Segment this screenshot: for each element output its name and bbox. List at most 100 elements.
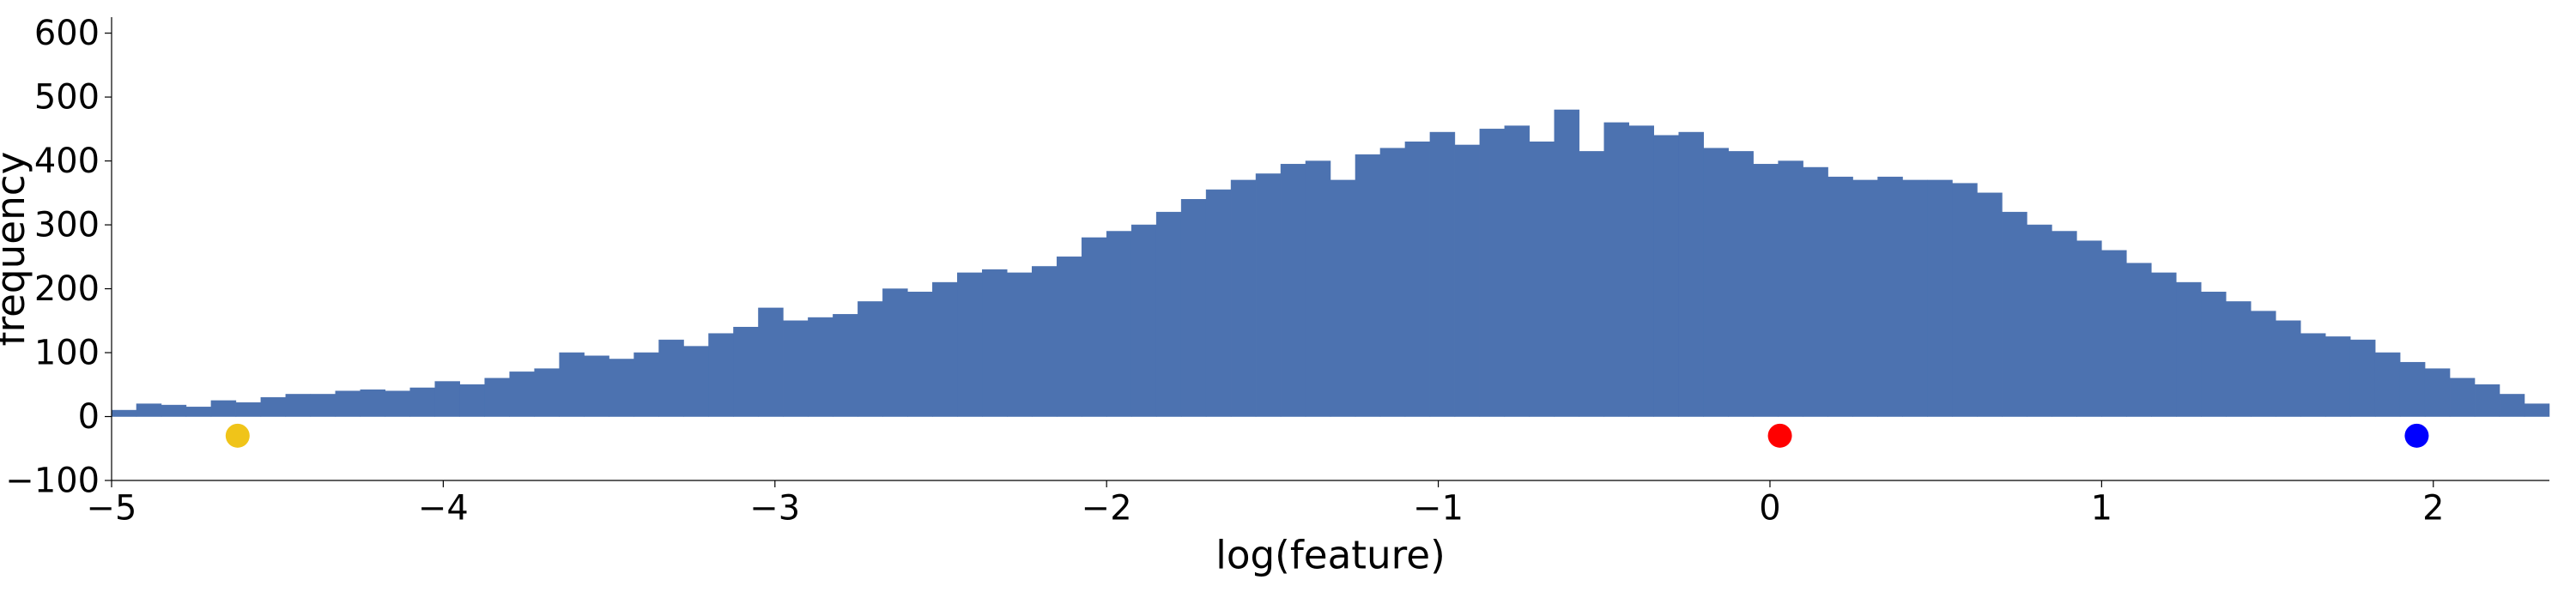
- histogram-bar: [336, 391, 361, 417]
- histogram-bar: [609, 359, 634, 416]
- histogram-bar: [833, 314, 858, 416]
- histogram-bar: [1579, 151, 1604, 416]
- histogram-bar: [1754, 164, 1779, 416]
- histogram-bar: [1977, 193, 2002, 417]
- histogram-bar: [808, 317, 833, 416]
- histogram-bar: [1355, 154, 1380, 416]
- chart-svg: −5−4−3−2−1012log(feature)−10001002003004…: [0, 0, 2576, 604]
- histogram-bar: [1729, 151, 1754, 416]
- histogram-bar: [435, 382, 460, 417]
- x-tick-label: 1: [2091, 489, 2112, 528]
- histogram-bar: [1903, 180, 1928, 417]
- histogram-bar: [2201, 292, 2226, 416]
- histogram-bar: [2375, 353, 2400, 416]
- y-tick-label: 200: [34, 269, 100, 309]
- histogram-bar: [535, 369, 560, 417]
- y-tick-label: 0: [78, 397, 100, 437]
- histogram-bar: [2276, 321, 2300, 417]
- histogram-bar: [1928, 180, 1953, 417]
- histogram-bar: [1106, 232, 1131, 417]
- histogram-bar: [1803, 167, 1828, 416]
- histogram-bar: [684, 347, 709, 417]
- histogram-bar: [1007, 273, 1032, 417]
- histogram-bar: [1380, 148, 1405, 417]
- histogram-bar: [1779, 161, 1803, 417]
- histogram-bar: [236, 402, 261, 416]
- marker-red: [1768, 424, 1792, 448]
- y-axis-label: frequency: [0, 152, 33, 347]
- y-tick-label: 600: [34, 14, 100, 53]
- histogram-bar: [112, 410, 136, 416]
- histogram-bar: [485, 378, 510, 417]
- histogram-bar: [982, 269, 1007, 416]
- histogram-bar: [907, 292, 932, 416]
- histogram-bar: [2002, 212, 2027, 416]
- histogram-bar: [1555, 110, 1579, 417]
- x-axis-label: log(feature): [1215, 532, 1445, 577]
- x-tick-label: −2: [1082, 489, 1132, 528]
- x-tick-label: 0: [1759, 489, 1780, 528]
- histogram-bar: [261, 397, 286, 416]
- histogram-bar: [460, 384, 485, 416]
- y-tick-label: 500: [34, 78, 100, 118]
- histogram-bar: [858, 301, 882, 416]
- histogram-bar: [1330, 180, 1355, 417]
- histogram-bar: [585, 356, 609, 417]
- histogram-bar: [1505, 126, 1530, 417]
- histogram-bar: [1530, 142, 1555, 416]
- histogram-bar: [1654, 136, 1679, 417]
- histogram-bar: [783, 321, 808, 417]
- histogram-bar: [882, 289, 907, 417]
- histogram-bar: [1853, 180, 1878, 417]
- histogram-bar: [1455, 145, 1480, 417]
- histogram-bar: [311, 394, 336, 416]
- histogram-bar: [2475, 384, 2500, 416]
- histogram-bar: [932, 282, 957, 416]
- histogram-bar: [2027, 225, 2052, 416]
- histogram-bar: [1032, 266, 1057, 416]
- histogram-bar: [385, 391, 410, 417]
- marker-blue: [2404, 424, 2428, 448]
- histogram-bar: [634, 353, 659, 416]
- histogram-bar: [136, 404, 161, 417]
- histogram-bar: [2176, 282, 2201, 416]
- histogram-bar: [733, 327, 758, 416]
- histogram-bar: [1181, 199, 1206, 416]
- histogram-bar: [2524, 404, 2549, 417]
- histogram-bar: [2500, 394, 2524, 416]
- histogram-bar: [758, 308, 783, 417]
- histogram-bar: [1131, 225, 1156, 416]
- histogram-bar: [560, 353, 585, 416]
- histogram-bar: [1057, 257, 1082, 416]
- y-tick-label: −100: [5, 462, 100, 501]
- histogram-chart: −5−4−3−2−1012log(feature)−10001002003004…: [0, 0, 2576, 604]
- histogram-bar: [2425, 369, 2450, 417]
- x-tick-label: 2: [2422, 489, 2444, 528]
- histogram-bar: [1082, 238, 1106, 417]
- histogram-bar: [1629, 126, 1654, 417]
- histogram-bar: [2101, 251, 2126, 417]
- histogram-bar: [1206, 190, 1231, 416]
- histogram-bar: [286, 394, 311, 416]
- histogram-bar: [2400, 362, 2425, 416]
- x-tick-label: −3: [749, 489, 800, 528]
- histogram-bar: [957, 273, 982, 417]
- histogram-bar: [1480, 129, 1505, 416]
- histogram-bar: [2126, 263, 2151, 417]
- histogram-bar: [1156, 212, 1181, 416]
- histogram-bar: [2450, 378, 2475, 417]
- histogram-bar: [1952, 184, 1977, 417]
- histogram-bar: [1604, 123, 1629, 417]
- histogram-bar: [2350, 340, 2375, 416]
- y-tick-label: 400: [34, 142, 100, 181]
- histogram-bar: [161, 405, 186, 416]
- histogram-bar: [1704, 148, 1729, 417]
- histogram-bar: [1256, 173, 1281, 416]
- histogram-bar: [361, 390, 385, 416]
- histogram-bar: [186, 407, 211, 416]
- histogram-bar: [2251, 311, 2276, 417]
- histogram-bar: [1430, 132, 1455, 416]
- histogram-bar: [1878, 177, 1903, 416]
- histogram-bar: [2300, 334, 2325, 417]
- histogram-bar: [410, 388, 435, 417]
